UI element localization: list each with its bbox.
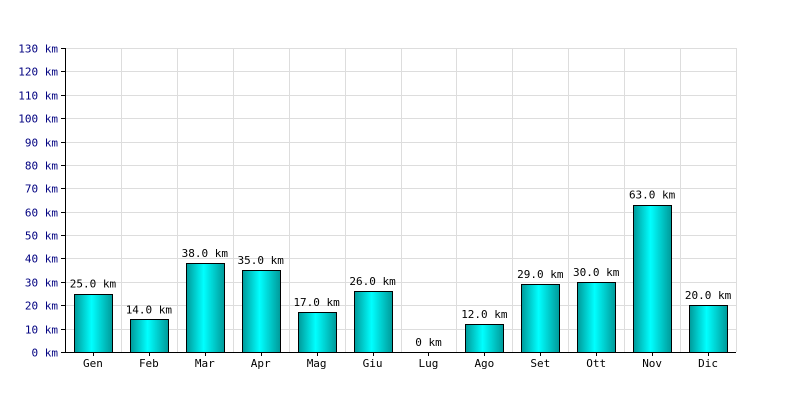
y-tick-label: 0 km (32, 347, 59, 360)
data-label: 38.0 km (182, 247, 229, 260)
y-tick-label: 120 km (18, 66, 58, 79)
y-tick-label: 60 km (25, 207, 58, 220)
x-tick-label: Dic (698, 357, 718, 370)
data-label: 0 km (415, 336, 442, 349)
y-tick-label: 80 km (25, 160, 58, 173)
y-tick-label: 30 km (25, 277, 58, 290)
data-label: 12.0 km (461, 308, 508, 321)
y-tick-label: 40 km (25, 253, 58, 266)
x-tick-label: Mar (195, 357, 215, 370)
data-label: 26.0 km (349, 275, 396, 288)
x-tick-label: Ott (586, 357, 606, 370)
data-label: 30.0 km (573, 266, 620, 279)
data-label: 20.0 km (685, 289, 732, 302)
y-tick-label: 90 km (25, 137, 58, 150)
data-label: 35.0 km (238, 254, 285, 267)
bar-set (521, 284, 560, 353)
x-tick-label: Lug (419, 357, 439, 370)
bar-ago (465, 324, 504, 353)
y-tick-label: 100 km (18, 113, 58, 126)
bar-dic (689, 305, 728, 353)
y-tick-label: 70 km (25, 183, 58, 196)
y-tick-label: 50 km (25, 230, 58, 243)
y-tick-label: 10 km (25, 324, 58, 337)
data-label: 63.0 km (629, 189, 676, 202)
x-tick-label: Giu (363, 357, 383, 370)
bar-nov (633, 205, 672, 353)
x-tick-label: Set (530, 357, 550, 370)
x-tick-label: Gen (83, 357, 103, 370)
bar-mar (186, 263, 225, 353)
data-label: 14.0 km (126, 303, 173, 316)
data-label: 17.0 km (293, 296, 340, 309)
data-label: 25.0 km (70, 278, 117, 291)
bar-mag (298, 312, 337, 353)
x-tick-label: Apr (251, 357, 271, 370)
x-tick-label: Feb (139, 357, 159, 370)
x-tick-label: Ago (474, 357, 494, 370)
x-tick-label: Mag (307, 357, 327, 370)
bar-ott (577, 282, 616, 353)
data-label: 29.0 km (517, 268, 564, 281)
bar-gen (74, 294, 113, 353)
y-tick-label: 110 km (18, 90, 58, 103)
x-tick-label: Nov (642, 357, 662, 370)
y-tick-label: 130 km (18, 43, 58, 56)
y-tick-label: 20 km (25, 300, 58, 313)
bar-feb (130, 319, 169, 353)
bar-apr (242, 270, 281, 353)
bar-giu (354, 291, 393, 353)
